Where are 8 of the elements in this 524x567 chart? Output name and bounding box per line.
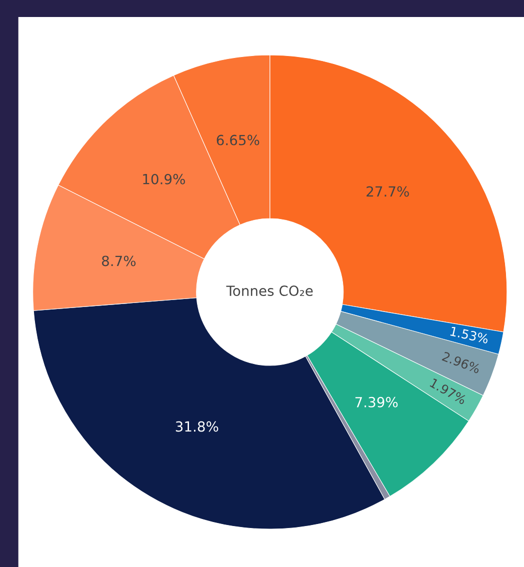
data-label: 7.39% [355, 396, 398, 408]
data-label: 6.65% [216, 134, 260, 146]
data-label: 27.7% [366, 186, 409, 197]
data-label: 8.7% [102, 256, 136, 266]
data-label: 31.8% [176, 421, 218, 432]
text: Tonnes CO₂e [226, 286, 313, 296]
data-label: 1.53% [450, 326, 489, 344]
data-label: 10.9% [143, 174, 185, 184]
